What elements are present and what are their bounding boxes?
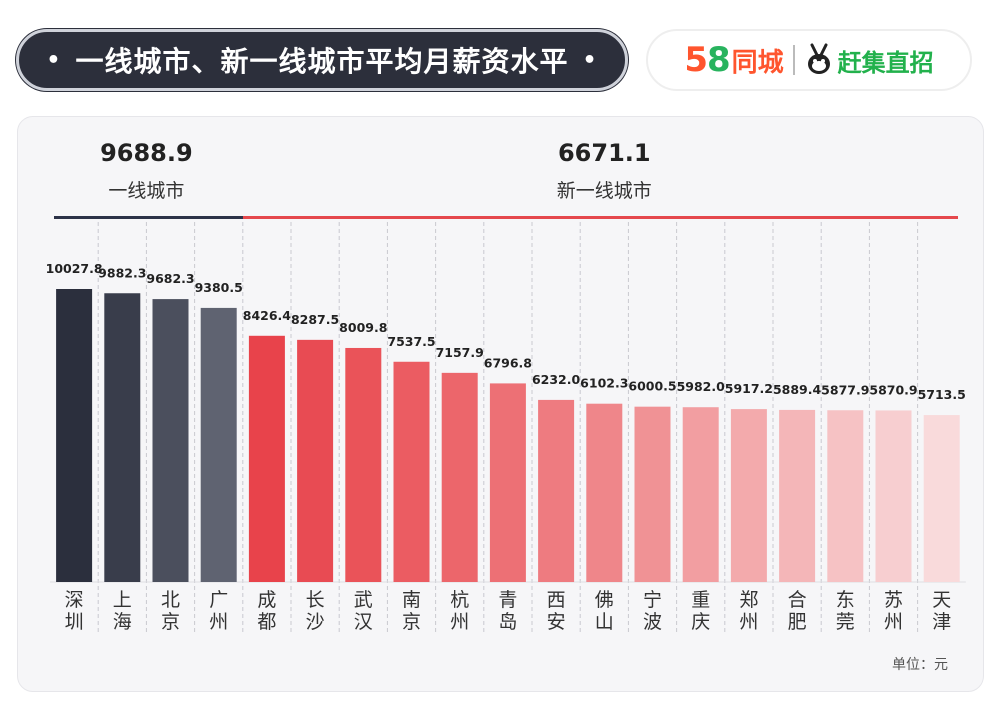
title-bullet-left: • [46,47,62,73]
bar [345,347,382,582]
category-label: 合 [788,589,807,611]
bar [923,415,960,582]
data-label: 5889.4 [773,382,822,397]
bar [393,361,430,582]
brand-logos: 58 同城 赶集直招 [646,29,972,91]
category-label: 东 [836,589,855,611]
data-label: 6232.0 [532,372,581,387]
logo-separator [792,45,795,75]
title-bullet-right: • [582,47,598,73]
category-label: 武 [354,589,373,611]
group-average-new-tier1: 6671.1 [557,139,651,167]
bar [441,372,478,582]
category-label: 杭 [450,589,469,611]
data-label: 6000.5 [628,379,676,394]
bar [779,409,816,582]
group-line-tier1 [54,216,243,219]
category-label: 圳 [65,611,84,633]
bar [538,399,575,582]
bar [730,409,767,582]
bar [297,339,334,582]
data-label: 6796.8 [484,355,532,370]
group-line-new-tier1 [242,216,958,219]
data-label: 5917.2 [725,381,773,396]
category-label: 肥 [788,611,807,633]
logo-58-text: 同城 [731,47,784,78]
category-label: 南 [402,589,421,611]
category-label: 州 [450,611,469,633]
category-label: 天 [932,589,951,611]
data-label: 7537.5 [387,334,435,349]
category-label: 州 [209,611,228,633]
category-label: 上 [113,589,132,611]
category-label: 京 [402,611,421,633]
group-label-tier1: 一线城市 [108,180,185,202]
category-label: 沙 [306,611,325,633]
bar [248,335,285,582]
category-label: 州 [884,611,903,633]
unit-label: 单位：元 [892,657,948,673]
category-label: 佛 [595,589,614,611]
bar [104,293,141,582]
category-label: 成 [257,589,276,611]
category-label: 莞 [836,611,855,633]
bar [56,289,93,582]
category-label: 波 [643,611,662,633]
data-label: 7157.9 [436,345,484,360]
data-label: 5877.9 [821,382,869,397]
category-label: 津 [932,611,951,633]
category-label: 山 [595,611,614,633]
bar [152,299,189,582]
data-label: 9682.3 [146,271,194,286]
category-label: 海 [113,611,132,633]
logo-58-eight: 8 [706,40,731,80]
data-label: 5982.0 [677,379,726,394]
category-label: 岛 [498,611,517,633]
group-label-new-tier1: 新一线城市 [556,180,652,202]
category-label: 安 [547,611,566,633]
data-label: 8287.5 [291,312,339,327]
chart-title: 一线城市、新一线城市平均月薪资水平 [75,45,569,78]
bar [875,410,912,582]
category-label: 汉 [354,611,373,633]
category-label: 州 [739,611,758,633]
bar [682,407,719,582]
bar [634,406,671,582]
data-label: 8009.8 [339,320,387,335]
category-label: 西 [547,589,566,611]
category-label: 深 [65,589,84,611]
logo-58: 58 [684,40,731,80]
chart-title-banner: • 一线城市、新一线城市平均月薪资水平 • [16,29,628,91]
data-label: 5870.9 [869,382,917,397]
bar [827,410,864,582]
logo-ganji-text: 赶集直招 [837,48,934,77]
category-label: 长 [306,589,325,611]
group-average-tier1: 9688.9 [100,139,193,167]
data-label: 8426.4 [243,308,292,323]
data-label: 9380.5 [195,280,243,295]
category-label: 广 [209,589,228,611]
category-label: 庆 [691,611,710,633]
logo-58-five: 5 [684,40,708,80]
bar [586,403,623,582]
category-label: 郑 [739,589,758,611]
category-label: 宁 [643,589,662,611]
data-label: 10027.8 [46,261,103,276]
bar [489,383,526,582]
category-label: 苏 [884,589,903,611]
category-label: 北 [161,589,180,611]
category-label: 都 [257,611,276,633]
category-label: 青 [498,589,517,611]
data-label: 6102.3 [580,376,628,391]
category-label: 重 [691,589,710,611]
bar [200,307,237,582]
rabbit-mascot-icon [807,43,830,74]
data-label: 5713.5 [918,387,966,402]
data-label: 9882.3 [98,265,146,280]
category-label: 京 [161,611,180,633]
